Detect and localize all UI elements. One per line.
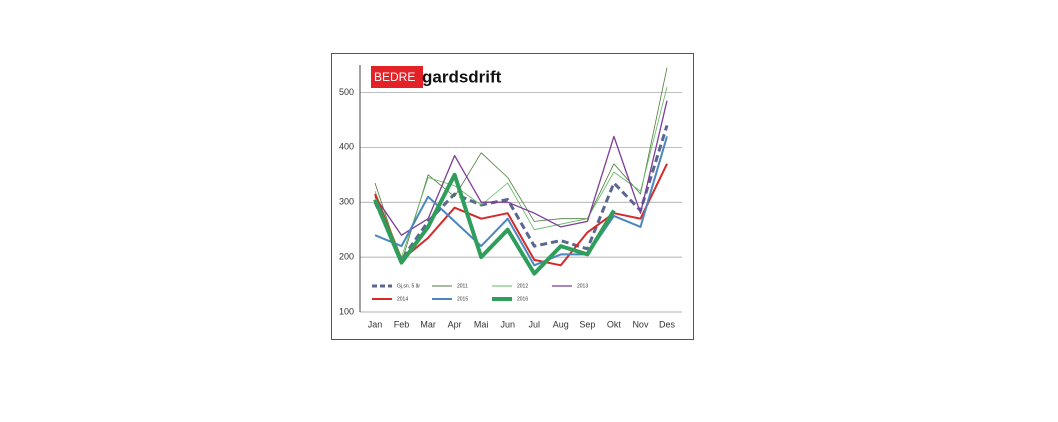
x-tick-label: Sep	[579, 319, 595, 329]
x-tick-label: Jan	[368, 319, 383, 329]
y-tick-label: 200	[339, 251, 354, 261]
legend-label: 2015	[457, 296, 468, 302]
x-tick-label: Okt	[607, 319, 622, 329]
x-tick-label: Mar	[420, 319, 436, 329]
x-tick-label: Feb	[394, 319, 410, 329]
y-tick-label: 100	[339, 306, 354, 316]
series-line	[374, 136, 668, 267]
x-tick-label: Nov	[632, 319, 649, 329]
x-tick-label: Aug	[553, 319, 569, 329]
y-tick-label: 300	[339, 197, 354, 207]
legend-label: 2012	[517, 283, 528, 289]
legend-label: 2011	[457, 283, 468, 289]
x-tick-label: Jul	[529, 319, 541, 329]
x-tick-label: Jun	[500, 319, 515, 329]
series-line	[373, 172, 616, 276]
legend-label: 2014	[397, 296, 408, 302]
legend-label: Gj.sn. 5 år	[397, 282, 420, 289]
x-tick-label: Apr	[448, 319, 462, 329]
series-line	[374, 67, 668, 263]
logo-name: gardsdrift	[422, 67, 502, 86]
logo-box	[371, 66, 423, 88]
x-tick-label: Des	[659, 319, 676, 329]
series-line	[374, 100, 668, 236]
legend-label: 2016	[517, 296, 528, 302]
y-tick-label: 500	[339, 87, 354, 97]
series-line	[374, 163, 668, 267]
x-tick-label: Mai	[474, 319, 489, 329]
chart-frame	[331, 53, 694, 340]
logo-brand: BEDRE	[374, 70, 415, 84]
series-line	[373, 124, 669, 262]
y-tick-label: 400	[339, 142, 354, 152]
series-line	[374, 86, 668, 258]
legend-label: 2013	[577, 283, 588, 289]
